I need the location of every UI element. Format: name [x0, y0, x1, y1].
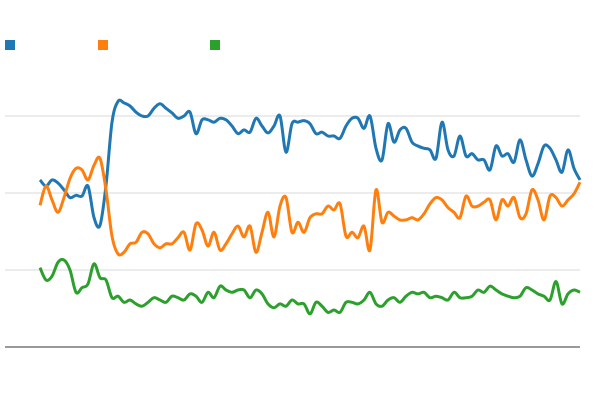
series-line	[38, 257, 581, 316]
gridlines	[5, 115, 580, 271]
series-line	[38, 98, 582, 229]
legend-swatch	[5, 40, 15, 50]
series-lines	[38, 98, 582, 316]
legend-swatch	[98, 40, 108, 50]
legend-swatch	[210, 40, 220, 50]
series-line	[38, 155, 582, 257]
legend	[5, 40, 220, 50]
